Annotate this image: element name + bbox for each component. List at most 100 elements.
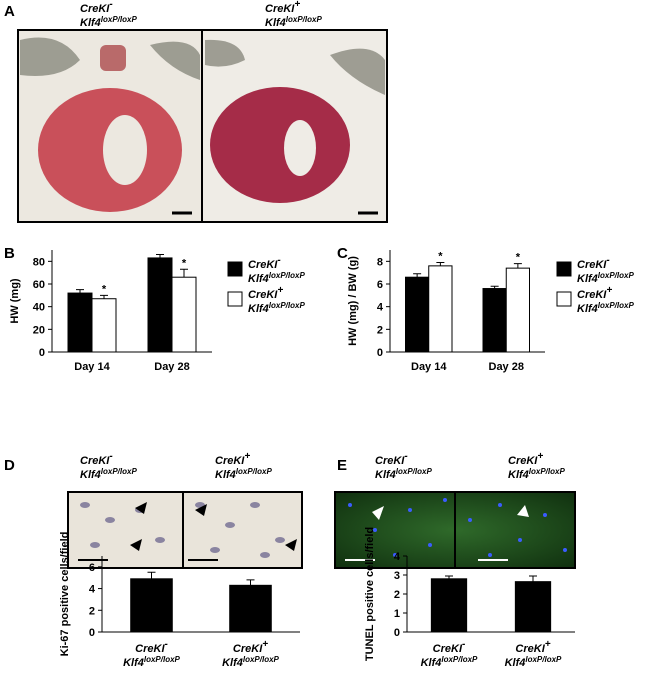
genotype-line: CreKI+: [515, 639, 550, 656]
genotype-name: CreKI: [215, 455, 245, 467]
panel-letter: C: [337, 245, 348, 262]
lung-tissue: [330, 48, 385, 95]
genotype-name: CreKI: [577, 259, 607, 271]
genotype-sign: +: [537, 451, 543, 462]
lung-tissue: [20, 37, 80, 76]
genotype-sign: -: [462, 639, 466, 650]
bar: [171, 276, 197, 353]
y-tick-label: 2: [377, 324, 383, 336]
error-bar: [436, 261, 445, 266]
allele: loxP/loxP: [441, 655, 478, 664]
bar: [514, 581, 552, 633]
error-bar: [156, 254, 164, 258]
y-tick-label: 6: [89, 562, 95, 574]
aorta: [100, 45, 126, 71]
genotype-sign: -: [606, 255, 610, 266]
genotype-name: CreKI: [265, 3, 295, 15]
legend-swatch: [227, 261, 243, 277]
genotype-sign: -: [165, 639, 169, 650]
y-tick-label: 60: [33, 279, 45, 291]
genotype-line: Klf4loxP/loxP: [248, 301, 305, 316]
error-bar: [413, 273, 422, 278]
y-tick-label: 80: [33, 256, 45, 268]
genotype-sign: -: [404, 451, 408, 462]
x-tick-label: Day 28: [489, 361, 524, 373]
lung-tissue: [150, 41, 200, 80]
genotype-line: Klf4loxP/loxP: [265, 15, 322, 30]
gene-name: Klf4: [80, 17, 101, 29]
y-tick-label: 4: [377, 302, 384, 314]
y-tick-label: 40: [33, 302, 45, 314]
significance-mark: *: [102, 283, 107, 295]
bar: [130, 578, 173, 633]
genotype-line: CreKI-: [433, 639, 466, 656]
y-tick-label: 3: [394, 570, 400, 582]
gene-name: Klf4: [421, 657, 442, 669]
panel-letter: A: [4, 3, 15, 20]
legend-swatch: [227, 291, 243, 307]
genotype-line: CreKI-: [80, 0, 113, 15]
bar: [147, 257, 173, 353]
legend-swatch: [556, 291, 572, 307]
error-bar: [490, 285, 499, 289]
bar: [229, 584, 272, 633]
genotype-sign: -: [277, 255, 281, 266]
y-tick-label: 4: [394, 551, 401, 563]
genotype-sign: -: [109, 451, 113, 462]
y-tick-label: 0: [394, 627, 400, 639]
genotype-sign: +: [606, 285, 612, 296]
gene-name: Klf4: [505, 657, 526, 669]
y-tick-label: 1: [394, 608, 400, 620]
gene-name: Klf4: [508, 469, 529, 481]
y-axis-label: Ki-67 positive cells/field: [59, 532, 71, 657]
gene-name: Klf4: [375, 469, 396, 481]
genotype-line: CreKI+: [248, 285, 283, 302]
genotype-line: CreKI-: [135, 639, 168, 656]
allele: loxP/loxP: [525, 655, 562, 664]
genotype-line: Klf4loxP/loxP: [248, 271, 305, 286]
error-bar: [246, 579, 255, 586]
panel-letter: E: [337, 457, 347, 474]
genotype-name: CreKI: [375, 455, 405, 467]
genotype-line: Klf4loxP/loxP: [215, 467, 272, 482]
x-tick-label: Day 14: [411, 361, 447, 373]
y-axis-label: HW (mg) / BW (g): [347, 256, 359, 346]
gene-name: Klf4: [577, 273, 598, 285]
genotype-name: CreKI: [248, 289, 278, 301]
y-tick-label: 0: [39, 347, 45, 359]
genotype-line: CreKI-: [80, 451, 113, 468]
genotype-line: Klf4loxP/loxP: [222, 655, 279, 670]
genotype-line: CreKI+: [233, 639, 268, 656]
allele: loxP/loxP: [529, 467, 566, 476]
error-bar: [513, 263, 522, 269]
y-tick-label: 0: [89, 627, 95, 639]
gene-name: Klf4: [215, 469, 236, 481]
genotype-line: CreKI-: [248, 255, 281, 272]
error-bar: [445, 575, 453, 579]
y-tick-label: 2: [394, 589, 400, 601]
genotype-line: Klf4loxP/loxP: [80, 15, 137, 30]
legend-swatch: [556, 261, 572, 277]
genotype-line: Klf4loxP/loxP: [577, 271, 634, 286]
error-bar: [147, 571, 156, 579]
genotype-sign: +: [262, 639, 268, 650]
bar: [430, 578, 468, 633]
x-tick-label: Day 28: [154, 361, 189, 373]
gene-name: Klf4: [248, 303, 269, 315]
ventricle: [284, 120, 316, 176]
allele: loxP/loxP: [396, 467, 433, 476]
genotype-line: Klf4loxP/loxP: [80, 467, 137, 482]
bar: [505, 267, 530, 353]
genotype-name: CreKI: [508, 455, 538, 467]
genotype-line: CreKI-: [577, 255, 610, 272]
genotype-line: Klf4loxP/loxP: [375, 467, 432, 482]
x-tick-label: Day 14: [74, 361, 110, 373]
gene-name: Klf4: [222, 657, 243, 669]
genotype-line: Klf4loxP/loxP: [508, 467, 565, 482]
gene-name: Klf4: [265, 17, 286, 29]
genotype-name: CreKI: [135, 643, 165, 655]
y-axis-label: HW (mg): [9, 278, 21, 324]
significance-mark: *: [516, 252, 521, 264]
genotype-sign: +: [545, 639, 551, 650]
